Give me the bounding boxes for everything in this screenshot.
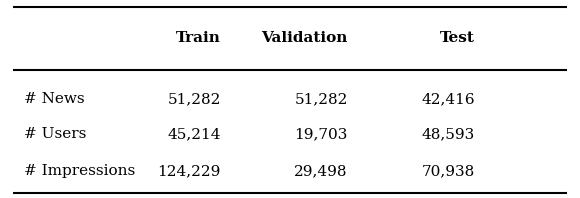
Text: # News: # News — [24, 92, 85, 106]
Text: 124,229: 124,229 — [157, 164, 221, 178]
Text: 29,498: 29,498 — [294, 164, 348, 178]
Text: # Impressions: # Impressions — [24, 164, 136, 178]
Text: 48,593: 48,593 — [422, 127, 474, 141]
Text: 19,703: 19,703 — [294, 127, 348, 141]
Text: # Users: # Users — [24, 127, 87, 141]
Text: 45,214: 45,214 — [167, 127, 221, 141]
Text: 42,416: 42,416 — [421, 92, 474, 106]
Text: Train: Train — [176, 31, 221, 46]
Text: Validation: Validation — [262, 31, 348, 46]
Text: 51,282: 51,282 — [168, 92, 221, 106]
Text: 70,938: 70,938 — [422, 164, 474, 178]
Text: 51,282: 51,282 — [294, 92, 348, 106]
Text: Test: Test — [440, 31, 474, 46]
